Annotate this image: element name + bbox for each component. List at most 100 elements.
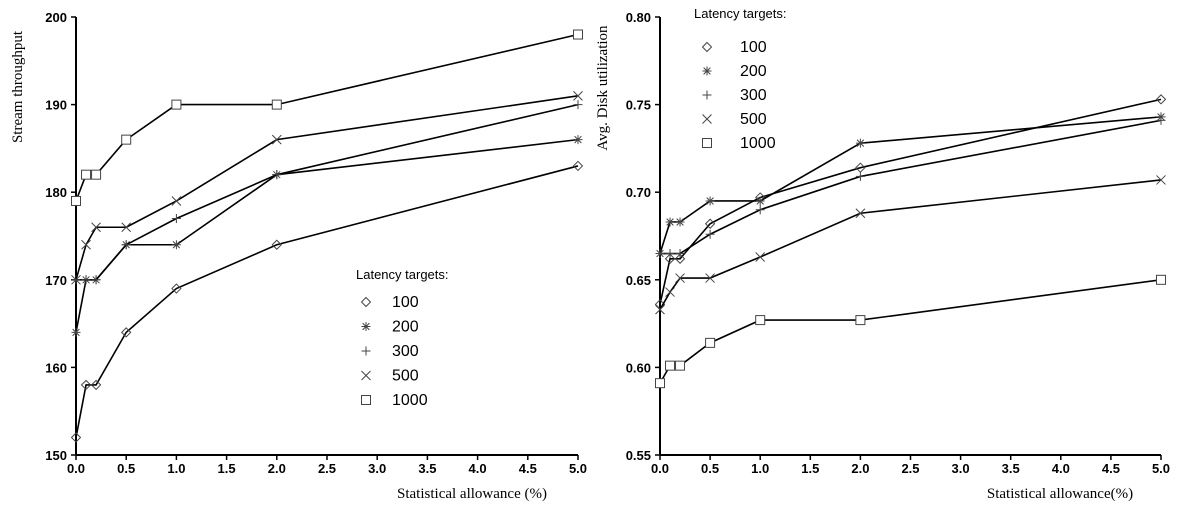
data-point-1000: [655, 378, 665, 389]
legend-marker-300: [702, 90, 712, 100]
x-tick-label: 1.0: [751, 461, 769, 476]
y-tick-label: 190: [45, 98, 67, 113]
series-line-200: [75, 138, 579, 333]
x-tick-label: 1.0: [167, 461, 185, 476]
data-point-500: [705, 273, 715, 283]
data-point-300: [1156, 115, 1166, 125]
y-tick-label: 170: [45, 273, 67, 288]
x-tick-label: 4.5: [519, 461, 537, 476]
data-point-1000: [573, 29, 583, 40]
y-tick-label: 0.60: [626, 360, 651, 375]
legend-marker-500: [702, 114, 712, 124]
x-tick-label: 3.5: [418, 461, 436, 476]
y-tick-label: 200: [45, 10, 67, 25]
x-tick-label: 0.0: [67, 461, 85, 476]
x-tick-label: 4.0: [469, 461, 487, 476]
y-tick-label: 0.75: [626, 98, 651, 113]
legend-label: 300: [740, 87, 767, 104]
data-point-1000: [675, 360, 686, 371]
x-tick-label: 0.5: [117, 461, 135, 476]
legend: Latency targets: 100 200 300 500 1000: [694, 6, 787, 152]
y-tick-label: 0.70: [626, 185, 651, 200]
data-point-500: [171, 196, 182, 206]
data-point-500: [855, 208, 866, 219]
legend-title: Latency targets:: [694, 6, 787, 21]
series-line-100: [75, 165, 579, 438]
y-tick-label: 160: [45, 360, 67, 375]
disk-utilization-chart: 0.0 0.5 1.0 1.5 2.0 2.5 3.0 3.5 4.0 4.5 5.0 0.55 0.6…: [595, 6, 1170, 502]
x-tick-label: 0.5: [701, 461, 719, 476]
data-point-200: [675, 217, 685, 227]
data-point-300: [91, 275, 101, 285]
legend-label: 100: [392, 294, 419, 311]
data-point-100: [1155, 94, 1167, 105]
data-point-300: [171, 213, 181, 223]
data-point-500: [655, 304, 665, 315]
x-tick-label: 0.0: [651, 461, 669, 476]
x-tick-label: 1.5: [218, 461, 236, 476]
data-point-1000: [665, 360, 676, 371]
legend-label: 200: [740, 63, 767, 80]
data-point-100: [664, 253, 676, 264]
data-point-1000: [271, 99, 282, 110]
data-point-1000: [755, 315, 766, 326]
legend-marker-1000: [702, 138, 712, 148]
data-point-200: [705, 196, 715, 206]
x-tick-label: 3.0: [952, 461, 970, 476]
data-point-1000: [1156, 274, 1166, 285]
data-point-1000: [171, 99, 182, 110]
series-line-300: [76, 103, 579, 281]
y-tick-label: 180: [45, 185, 67, 200]
data-point-1000: [81, 169, 92, 180]
series-line-100: [659, 98, 1162, 305]
x-tick-label: 2.0: [851, 461, 869, 476]
legend-title: Latency targets:: [356, 267, 449, 282]
data-point-500: [91, 222, 101, 233]
data-point-300: [573, 100, 583, 110]
data-point-100: [90, 379, 102, 391]
data-point-500: [121, 222, 132, 233]
x-tick-label: 3.5: [1002, 461, 1020, 476]
x-tick-label: 2.5: [318, 461, 336, 476]
legend-marker-100: [701, 41, 713, 53]
data-point-1000: [91, 169, 102, 180]
data-point-100: [704, 218, 716, 229]
x-tick-label: 4.0: [1052, 461, 1070, 476]
data-point-100: [171, 283, 182, 294]
y-tick-label: 0.80: [626, 10, 651, 25]
y-tick-label: 0.65: [626, 273, 651, 288]
data-point-200: [855, 138, 865, 148]
data-point-100: [674, 253, 686, 264]
data-point-1000: [121, 134, 132, 145]
data-point-300: [755, 205, 765, 215]
y-axis-title: Stream throughput: [10, 30, 26, 143]
data-point-500: [755, 252, 766, 262]
legend-label: 100: [740, 39, 767, 56]
data-point-200: [171, 240, 181, 250]
data-point-300: [675, 249, 685, 259]
data-point-200: [665, 217, 675, 227]
data-point-500: [1156, 175, 1166, 185]
legend-label: 1000: [392, 392, 428, 409]
x-tick-label: 2.5: [901, 461, 919, 476]
legend-marker-1000: [361, 395, 371, 405]
data-point-500: [271, 134, 282, 145]
legend-label: 500: [740, 111, 767, 128]
data-point-1000: [71, 195, 81, 206]
series-line-1000: [659, 279, 1162, 384]
legend-label: 200: [392, 319, 419, 336]
data-point-100: [572, 160, 584, 172]
data-point-1000: [705, 337, 716, 348]
data-point-500: [573, 90, 583, 101]
data-point-300: [121, 240, 131, 250]
legend-marker-100: [360, 296, 372, 308]
legend-label: 1000: [740, 135, 776, 152]
legend-marker-500: [361, 370, 371, 381]
legend-label: 500: [392, 368, 419, 385]
throughput-chart: 0.0 0.5 1.0 1.5 2.0 2.5 3.0 3.5 4.0 4.5 5.0 150 160 1…: [10, 10, 587, 502]
legend-marker-200: [361, 322, 371, 331]
x-tick-label: 5.0: [1152, 461, 1170, 476]
x-tick-label: 4.5: [1102, 461, 1120, 476]
data-point-100: [80, 379, 92, 391]
